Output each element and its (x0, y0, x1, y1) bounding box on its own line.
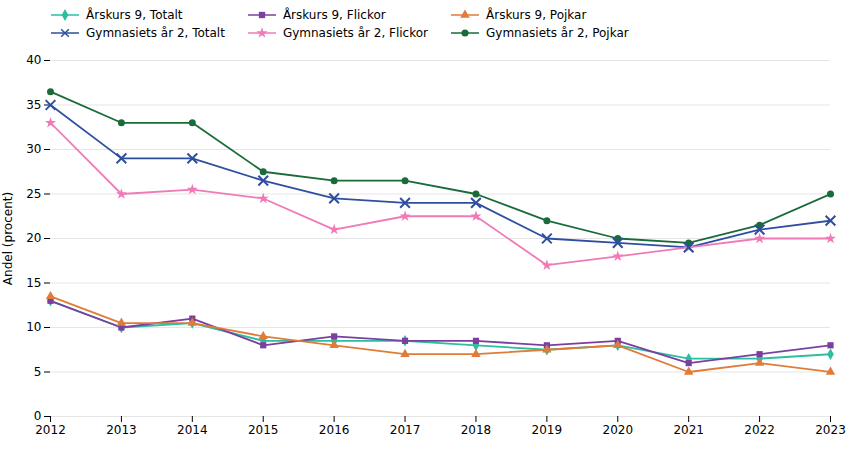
svg-text:2022: 2022 (744, 423, 775, 437)
svg-text:10: 10 (26, 320, 41, 334)
svg-text:2015: 2015 (248, 423, 279, 437)
html-text:Årskurs 9, Totalt: Årskurs 9, Totalt (86, 8, 183, 22)
svg-text:2014: 2014 (177, 423, 208, 437)
svg-text:2012: 2012 (35, 423, 66, 437)
html-text:Årskurs 9, Pojkar: Årskurs 9, Pojkar (486, 8, 587, 22)
svg-text:2016: 2016 (319, 423, 350, 437)
html-text:Gymnasiets år 2, Totalt: Gymnasiets år 2, Totalt (86, 26, 225, 40)
svg-text:2018: 2018 (461, 423, 492, 437)
svg-text:30: 30 (26, 142, 41, 156)
svg-text:2020: 2020 (602, 423, 633, 437)
svg-text:2017: 2017 (390, 423, 421, 437)
svg-text:2013: 2013 (106, 423, 137, 437)
svg-text:40: 40 (26, 53, 41, 67)
html-text:Årskurs 9, Flickor: Årskurs 9, Flickor (282, 8, 386, 22)
svg-text:15: 15 (26, 276, 41, 290)
html-text:Gymnasiets år 2, Flickor: Gymnasiets år 2, Flickor (282, 26, 428, 40)
svg-text:5: 5 (34, 365, 42, 379)
svg-text:20: 20 (26, 231, 41, 245)
html-text:Gymnasiets år 2, Pojkar: Gymnasiets år 2, Pojkar (486, 26, 629, 40)
svg-text:2023: 2023 (815, 423, 846, 437)
svg-text:35: 35 (26, 98, 41, 112)
svg-text:25: 25 (26, 187, 41, 201)
svg-text:2021: 2021 (673, 423, 704, 437)
svg-text:Andel (procent): Andel (procent) (1, 192, 15, 285)
svg-text:2019: 2019 (532, 423, 563, 437)
svg-text:0: 0 (34, 409, 42, 423)
